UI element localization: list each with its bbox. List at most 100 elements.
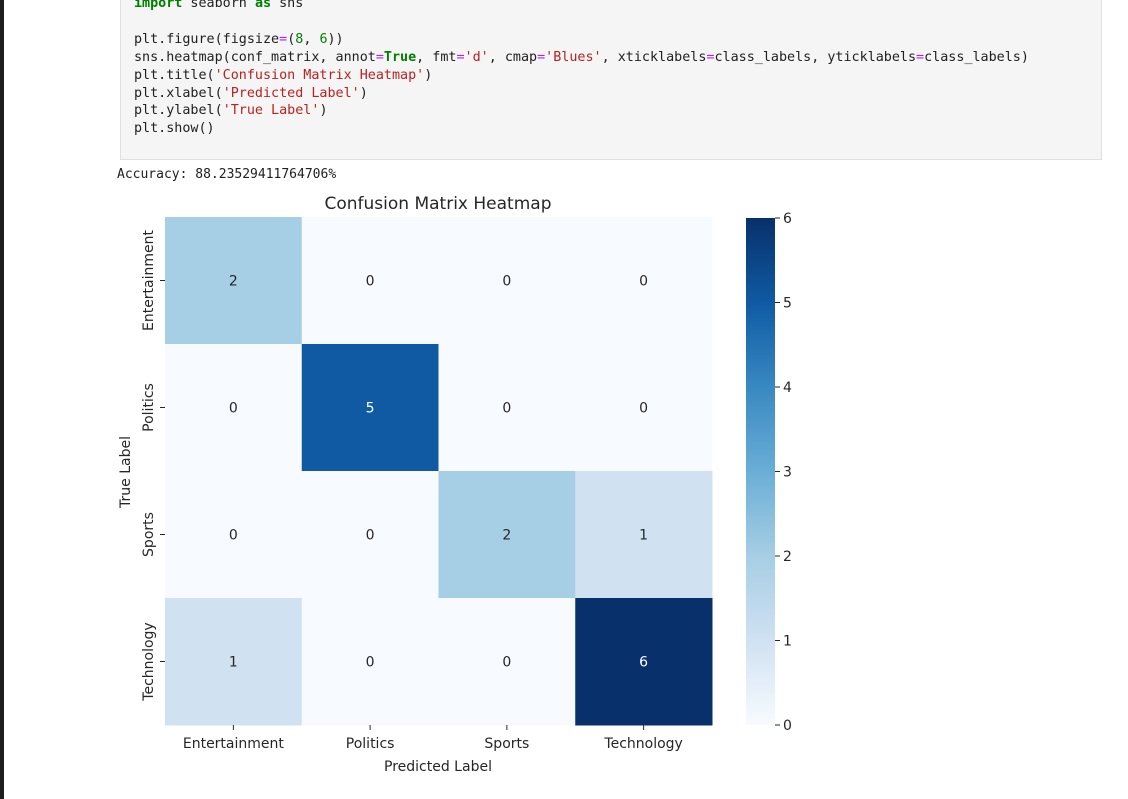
y-tick-label: Technology [141,622,157,701]
colorbar-tick-label: 5 [783,296,792,312]
cell-value-label: 1 [229,655,238,671]
colorbar-tick-label: 3 [783,465,792,481]
code-token: = [706,49,715,65]
code-token: )) [327,31,344,47]
code-token: ) [319,103,328,119]
y-tick-label: Politics [141,383,157,432]
code-token: = [375,49,384,65]
code-token: 6 [319,31,328,47]
colorbar-tick-label: 2 [783,549,792,565]
y-axis-label: True Label [118,436,134,509]
heatmap-cell [438,598,576,726]
code-cell[interactable]: import seaborn as sns plt.figure(figsize… [120,0,1102,160]
heatmap-cell [165,598,303,726]
colorbar-ticks: 0 1 2 3 4 5 6 [775,211,792,734]
heatmap-annotations: 2 0 0 0 0 5 0 0 0 0 2 1 1 0 0 6 [229,274,648,671]
cell-value-label: 0 [366,528,375,544]
heatmap-cell [165,217,303,345]
code-token: plt.ylabel( [134,103,223,119]
code-token: = [537,49,546,65]
code-token: 'Blues' [545,49,602,65]
cell-value-label: 0 [502,274,511,290]
code-token: = [916,49,925,65]
heatmap-cell [301,471,439,599]
code-line: plt.ylabel('True Label') [134,103,328,118]
code-editor[interactable]: import seaborn as sns plt.figure(figsize… [134,0,1029,138]
x-axis-ticks: Entertainment Politics Sports Technology [183,725,683,752]
code-token: 'Confusion Matrix Heatmap' [214,67,425,83]
code-token: plt.xlabel( [134,85,223,101]
heatmap-cell [575,217,713,345]
cell-value-label: 0 [502,655,511,671]
cell-value-label: 5 [366,401,375,417]
code-token: class_labels) [924,49,1029,65]
cell-value-label: 0 [229,401,238,417]
cell-value-label: 0 [229,528,238,544]
x-tick-label: Entertainment [183,736,285,752]
code-token: as [254,0,272,11]
code-token: ) [424,67,433,83]
code-token: ) [359,85,368,101]
x-tick-label: Politics [346,736,395,752]
code-token: , fmt [416,49,457,65]
cell-value-label: 0 [639,274,648,290]
heatmap-cell [165,344,303,472]
code-token: ( [287,31,296,47]
colorbar-tick-label: 4 [783,380,792,396]
heatmap-cell [301,598,439,726]
code-line: plt.show() [134,121,215,136]
colorbar-tick-label: 1 [783,634,792,650]
heatmap-cell [575,471,713,599]
code-token: import [134,0,183,11]
cell-value-label: 6 [639,655,648,671]
heatmap-cell [575,344,713,472]
heatmap-cell [438,344,576,472]
code-token: 'Predicted Label' [222,85,360,101]
code-token: sns [271,0,304,11]
code-token: , cmap [488,49,538,65]
code-token: seaborn [182,0,255,11]
y-tick-label: Sports [141,512,157,557]
cell-value-label: 0 [366,274,375,290]
heatmap-cell [165,471,303,599]
code-line: plt.figure(figsize=(8, 6)) [134,32,344,47]
code-token: , xticklabels [601,49,707,65]
code-token: sns.heatmap(conf_matrix, annot [134,49,376,65]
cell-value-label: 0 [366,655,375,671]
code-token: class_labels, yticklabels [714,49,917,65]
code-token: 'd' [464,49,489,65]
heatmap-cell [575,598,713,726]
heatmap-cell [301,217,439,345]
cell-value-label: 2 [502,528,511,544]
colorbar [746,218,775,725]
cell-value-label: 0 [639,401,648,417]
cell-output-text: Accuracy: 88.23529411764706% [117,167,337,182]
cell-value-label: 2 [229,274,238,290]
colorbar-tick-label: 0 [783,718,792,734]
heatmap-cells [165,217,713,726]
code-token: = [279,31,288,47]
code-line: sns.heatmap(conf_matrix, annot=True, fmt… [134,50,1029,65]
code-token: plt.figure(figsize [134,31,280,47]
heatmap-cell [438,217,576,345]
cell-value-label: 0 [502,401,511,417]
code-token: plt.show() [134,121,215,137]
heatmap-cell [301,344,439,472]
code-token: 'True Label' [222,103,320,119]
code-line: plt.title('Confusion Matrix Heatmap') [134,68,432,83]
code-token: True [383,49,417,65]
y-tick-label: Entertainment [141,229,157,331]
code-token: = [456,49,465,65]
colorbar-tick-label: 6 [783,211,792,227]
x-axis-label: Predicted Label [384,759,492,775]
code-token: , [303,31,320,47]
cell-value-label: 1 [639,528,648,544]
chart-title: Confusion Matrix Heatmap [325,194,552,214]
x-tick-label: Technology [603,736,682,752]
code-line: import seaborn as sns [134,0,303,11]
code-line: plt.xlabel('Predicted Label') [134,86,368,101]
code-token: 8 [295,31,304,47]
window-left-edge [0,0,4,799]
x-tick-label: Sports [484,736,529,752]
